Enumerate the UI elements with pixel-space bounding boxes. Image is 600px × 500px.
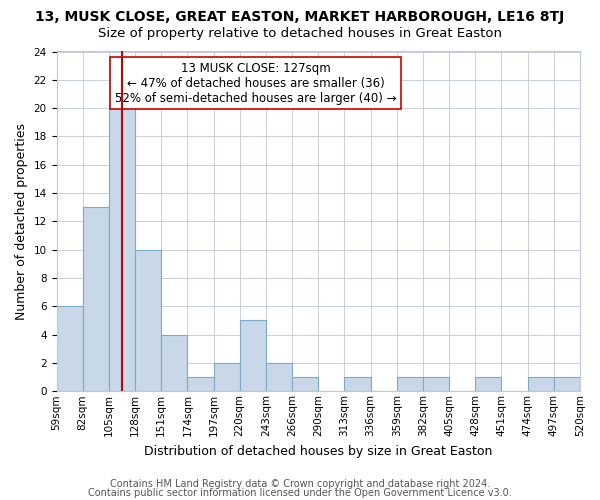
Bar (475, 377, 502, 392)
Y-axis label: Number of detached properties: Number of detached properties (15, 123, 28, 320)
Bar (109, 108, 135, 392)
Text: Contains HM Land Registry data © Crown copyright and database right 2024.: Contains HM Land Registry data © Crown c… (110, 479, 490, 489)
X-axis label: Distribution of detached houses by size in Great Easton: Distribution of detached houses by size … (144, 444, 493, 458)
Bar (187, 377, 214, 392)
Bar (423, 377, 449, 392)
Bar (56, 306, 83, 392)
Bar (397, 377, 423, 392)
Bar (554, 377, 580, 392)
Bar (83, 207, 109, 392)
Bar (240, 320, 266, 392)
Bar (344, 377, 371, 392)
Bar (292, 377, 318, 392)
Bar (135, 250, 161, 392)
Bar (161, 334, 187, 392)
Text: Size of property relative to detached houses in Great Easton: Size of property relative to detached ho… (98, 28, 502, 40)
Bar (266, 363, 292, 392)
Text: Contains public sector information licensed under the Open Government Licence v3: Contains public sector information licen… (88, 488, 512, 498)
Text: 13 MUSK CLOSE: 127sqm
← 47% of detached houses are smaller (36)
52% of semi-deta: 13 MUSK CLOSE: 127sqm ← 47% of detached … (115, 62, 396, 104)
Bar (527, 377, 554, 392)
Bar (214, 363, 240, 392)
Text: 13, MUSK CLOSE, GREAT EASTON, MARKET HARBOROUGH, LE16 8TJ: 13, MUSK CLOSE, GREAT EASTON, MARKET HAR… (35, 10, 565, 24)
